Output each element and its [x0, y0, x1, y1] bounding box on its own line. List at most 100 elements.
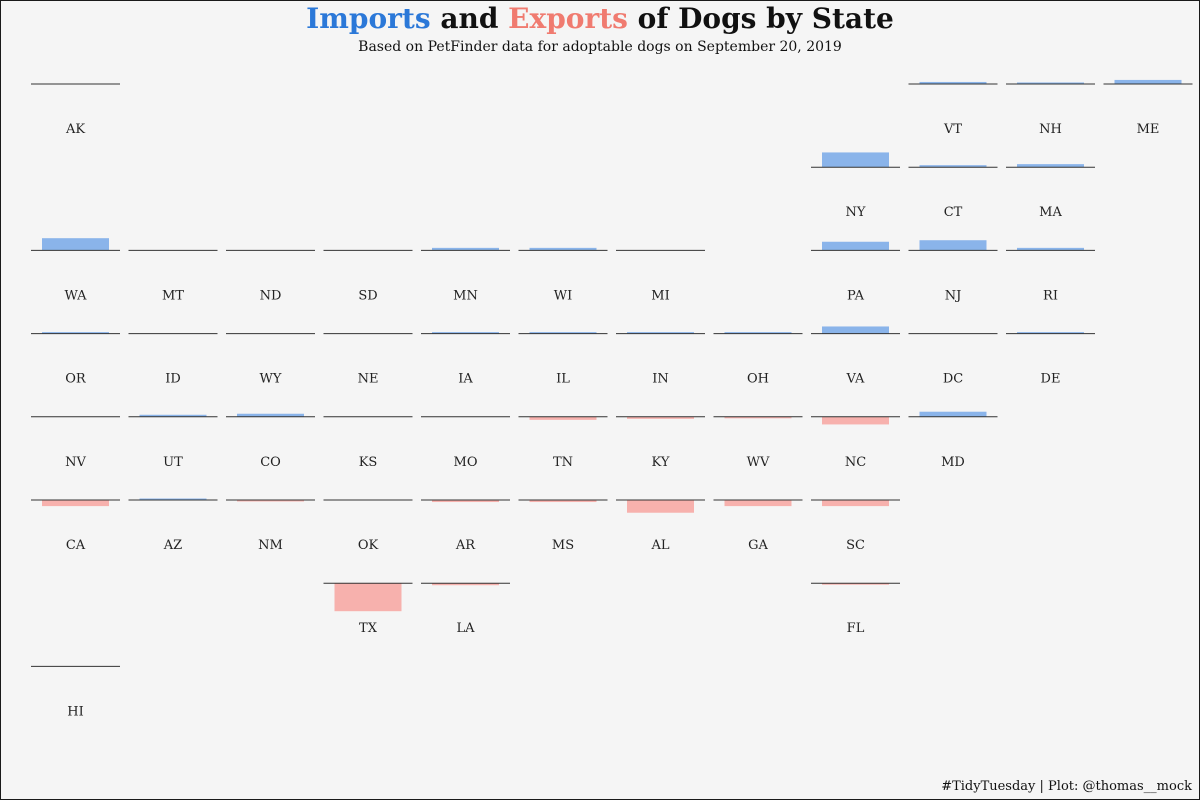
state-panel-fl: FL — [811, 582, 900, 636]
state-panel-me: ME — [1103, 79, 1193, 137]
chart-caption: #TidyTuesday | Plot: @thomas__mock — [941, 779, 1192, 794]
state-panel-mi: MI — [616, 249, 705, 303]
state-panel-la: LA — [421, 582, 510, 636]
state-label-ne: NE — [358, 372, 379, 387]
state-panel-wa: WA — [31, 238, 120, 303]
state-label-al: AL — [650, 538, 669, 553]
state-panel-ut: UT — [128, 414, 218, 470]
state-label-fl: FL — [847, 621, 865, 636]
state-panel-nm: NM — [226, 499, 315, 553]
state-panel-az: AZ — [128, 498, 218, 553]
state-label-ca: CA — [66, 538, 86, 553]
state-label-ms: MS — [552, 538, 574, 553]
state-label-id: ID — [165, 372, 181, 387]
title-imports-word: Imports — [306, 2, 431, 35]
bar-ky — [627, 416, 694, 419]
bar-vt — [919, 81, 987, 84]
state-panel-ne: NE — [323, 333, 413, 387]
state-label-dc: DC — [943, 372, 963, 387]
state-label-ak: AK — [65, 122, 85, 137]
state-label-ks: KS — [359, 455, 378, 470]
state-label-wa: WA — [64, 288, 87, 303]
state-label-sd: SD — [358, 288, 377, 303]
state-panel-ri: RI — [1006, 247, 1095, 303]
state-label-co: CO — [260, 455, 281, 470]
bar-ut — [139, 414, 207, 417]
state-panel-nc: NC — [811, 416, 900, 470]
state-label-ny: NY — [846, 205, 866, 220]
state-label-mo: MO — [454, 455, 478, 470]
bar-nh — [1017, 82, 1084, 84]
bar-sc — [822, 500, 889, 507]
state-panel-wi: WI — [518, 247, 608, 303]
bar-ma — [1017, 164, 1084, 168]
state-panel-sd: SD — [323, 249, 413, 303]
bar-ny — [822, 152, 889, 168]
state-label-wi: WI — [554, 288, 573, 303]
state-label-ar: AR — [455, 538, 476, 553]
bar-pa — [822, 241, 889, 251]
bar-ga — [724, 500, 792, 507]
state-panel-al: AL — [616, 499, 705, 553]
state-panel-id: ID — [128, 333, 218, 387]
bar-wa — [42, 238, 109, 251]
bar-ia — [432, 332, 499, 334]
chart-title: Imports and Exports of Dogs by State — [0, 2, 1200, 35]
bar-me — [1114, 79, 1182, 84]
chart-subtitle: Based on PetFinder data for adoptable do… — [358, 39, 842, 55]
state-panel-ms: MS — [518, 499, 608, 553]
state-label-ga: GA — [748, 538, 768, 553]
state-panel-ia: IA — [421, 332, 510, 387]
bar-az — [139, 498, 207, 500]
state-label-hi: HI — [67, 704, 83, 719]
state-panel-il: IL — [518, 332, 608, 387]
state-label-ct: CT — [944, 205, 963, 220]
state-panel-va: VA — [811, 326, 900, 387]
state-label-sc: SC — [846, 538, 865, 553]
state-label-oh: OH — [747, 372, 769, 387]
state-panel-tx: TX — [323, 582, 413, 636]
state-label-nh: NH — [1039, 122, 1062, 137]
bar-ri — [1017, 247, 1084, 251]
bar-tn — [529, 416, 597, 420]
state-panel-de: DE — [1006, 332, 1095, 387]
bar-ar — [432, 500, 499, 503]
bar-wv — [724, 416, 792, 419]
bar-la — [432, 583, 499, 586]
state-label-mt: MT — [162, 288, 184, 303]
bar-nm — [237, 500, 304, 502]
state-label-nj: NJ — [945, 288, 962, 303]
state-panel-pa: PA — [811, 241, 900, 303]
bar-ca — [42, 500, 109, 507]
state-panel-ca: CA — [31, 499, 120, 553]
state-panel-wy: WY — [226, 333, 315, 387]
state-label-de: DE — [1041, 372, 1061, 387]
state-label-tx: TX — [359, 621, 378, 636]
state-panel-sc: SC — [811, 499, 900, 553]
bar-al — [627, 500, 694, 513]
state-panel-dc: DC — [908, 333, 998, 387]
state-label-va: VA — [846, 372, 866, 387]
state-label-in: IN — [652, 372, 669, 387]
state-panel-tn: TN — [518, 416, 608, 470]
state-label-mi: MI — [651, 288, 669, 303]
bar-de — [1017, 332, 1084, 334]
state-panel-nj: NJ — [908, 240, 998, 303]
state-label-ma: MA — [1039, 205, 1062, 220]
state-label-nv: NV — [65, 455, 86, 470]
bar-mn — [432, 247, 499, 251]
bar-va — [822, 326, 889, 334]
state-panel-hi: HI — [31, 665, 120, 719]
bar-nc — [822, 416, 889, 425]
state-panel-nh: NH — [1006, 82, 1095, 137]
bar-md — [919, 411, 987, 417]
bar-wi — [529, 247, 597, 251]
state-label-vt: VT — [943, 122, 962, 137]
state-label-ri: RI — [1043, 288, 1058, 303]
state-panel-mn: MN — [421, 247, 510, 303]
state-label-wy: WY — [260, 372, 282, 387]
state-panel-nd: ND — [226, 249, 315, 303]
state-panel-md: MD — [908, 411, 998, 470]
state-label-mn: MN — [453, 288, 478, 303]
state-label-ia: IA — [458, 372, 473, 387]
